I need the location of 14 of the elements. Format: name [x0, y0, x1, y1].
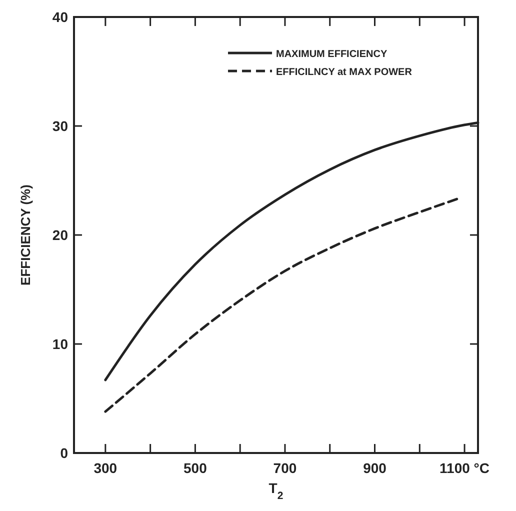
y-tick-label: 10	[52, 336, 68, 352]
y-axis-title: EFFICIENCY (%)	[18, 184, 33, 286]
y-tick-label: 20	[52, 227, 68, 243]
x-tick-label: 700	[273, 460, 297, 476]
x-tick-label: 1100 °C	[440, 460, 490, 476]
y-tick-label: 40	[52, 9, 68, 25]
legend-label: MAXIMUM EFFICIENCY	[276, 49, 388, 60]
y-tick-label: 30	[52, 118, 68, 134]
x-tick-label: 300	[94, 460, 118, 476]
x-axis-title: T$_{2}$	[268, 480, 284, 502]
x-tick-label: 500	[184, 460, 208, 476]
x-tick-label: 900	[363, 460, 387, 476]
y-tick-label: 0	[60, 445, 68, 461]
legend-label: EFFICILNCY at MAX POWER	[276, 67, 413, 78]
